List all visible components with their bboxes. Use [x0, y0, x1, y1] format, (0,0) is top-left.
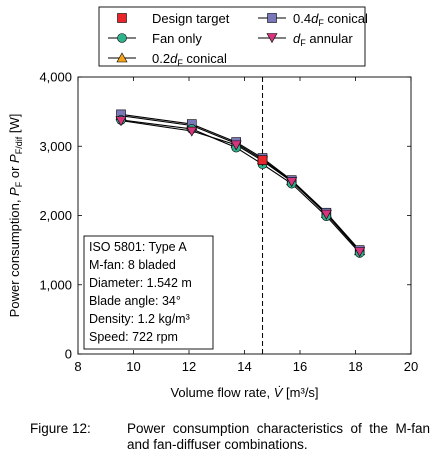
y-tick-label: 0 — [65, 347, 72, 362]
x-tick-label: 12 — [182, 359, 196, 374]
legend-fan-only-label: Fan only — [152, 31, 202, 46]
legend-design-target-marker — [117, 13, 127, 23]
series-line-0-4df-conical — [120, 113, 361, 251]
point-design-target — [257, 155, 268, 165]
legend: Design target Fan only 0.2dF conical 0.4… — [98, 6, 368, 68]
annotation-line: Blade angle: 34° — [89, 294, 181, 308]
point-df-annular — [115, 116, 127, 127]
series-line-0-2df-conical — [120, 115, 361, 252]
y-tick-label: 2,000 — [39, 208, 72, 223]
series-markers — [115, 109, 366, 258]
annotation-box: ISO 5801: Type A M-fan: 8 bladed Diamete… — [83, 235, 214, 350]
caption-label: Figure 12: — [30, 421, 91, 436]
point-df-annular — [286, 177, 298, 188]
legend-c04-label: 0.4dF conical — [293, 11, 368, 28]
axis-ticks: 8 10 12 14 16 18 20 0 1,000 2,000 3,000 4,000 — [39, 70, 418, 375]
legend-fan-only-marker — [117, 33, 127, 43]
x-tick-label: 16 — [293, 359, 307, 374]
series-lines — [120, 113, 361, 254]
legend-design-target-label: Design target — [152, 11, 230, 26]
annotation-line: Speed: 722 rpm — [89, 330, 178, 344]
point-df-annular — [186, 126, 198, 137]
x-tick-label: 20 — [404, 359, 418, 374]
y-axis-label: Power consumption, PF or PF/dif [W] — [7, 114, 24, 318]
x-axis-label: Volume flow rate, V̇ [m³/s] — [170, 385, 318, 400]
y-tick-label: 4,000 — [39, 70, 72, 85]
legend-c02-marker — [116, 52, 128, 63]
legend-c02-label: 0.2dF conical — [152, 51, 227, 68]
point-df-annular — [230, 140, 242, 151]
annotation-line: Density: 1.2 kg/m³ — [89, 312, 190, 326]
annotation-line: Diameter: 1.542 m — [89, 276, 192, 290]
legend-c04-marker — [267, 13, 277, 23]
x-tick-label: 18 — [348, 359, 362, 374]
annotation-line: M-fan: 8 bladed — [89, 258, 176, 272]
point-df-annular — [354, 247, 366, 258]
y-tick-label: 3,000 — [39, 139, 72, 154]
x-tick-label: 10 — [126, 359, 140, 374]
y-tick-label: 1,000 — [39, 277, 72, 292]
annotation-line: ISO 5801: Type A — [89, 240, 187, 254]
legend-annular-label: dF annular — [293, 31, 353, 48]
x-tick-label: 8 — [74, 359, 81, 374]
x-tick-label: 14 — [237, 359, 251, 374]
point-df-annular — [320, 209, 332, 220]
legend-annular-marker — [266, 33, 278, 44]
caption-text: Power consumption characteristics of the… — [127, 421, 430, 452]
